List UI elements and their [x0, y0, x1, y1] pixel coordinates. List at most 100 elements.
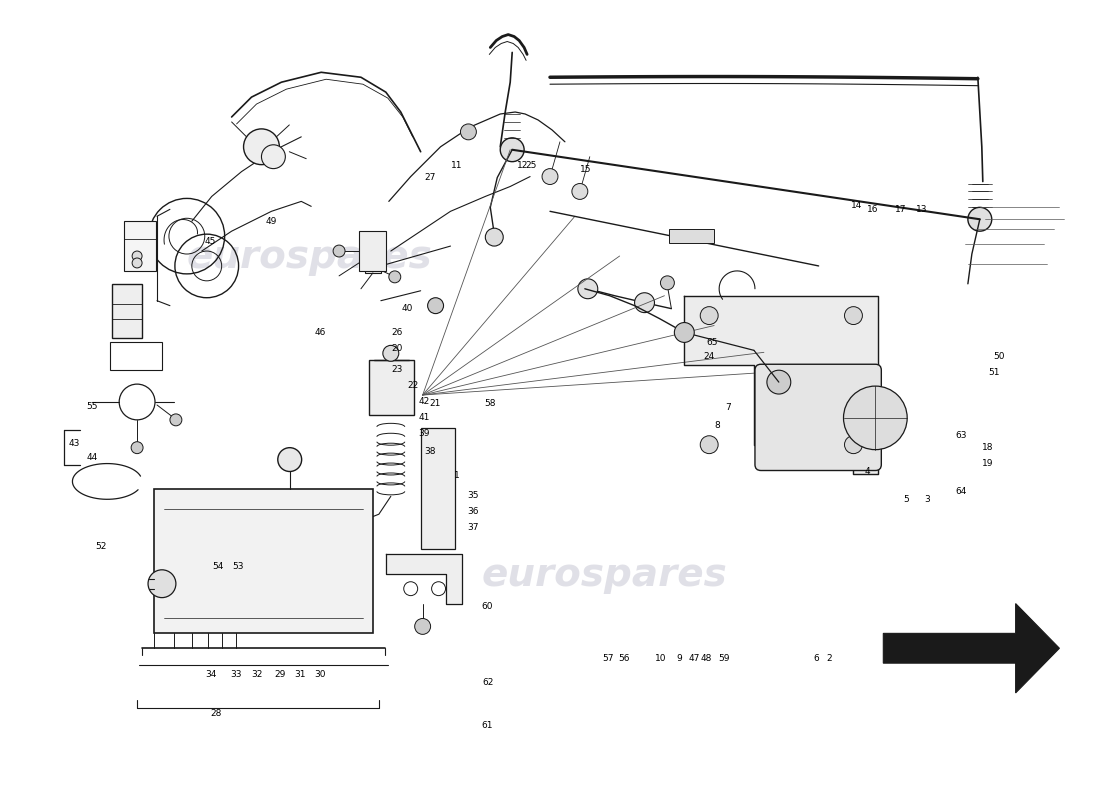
- Text: 48: 48: [701, 654, 712, 662]
- Circle shape: [428, 298, 443, 314]
- Text: 8: 8: [715, 421, 720, 430]
- Text: 6: 6: [813, 654, 818, 662]
- Text: 36: 36: [468, 506, 480, 516]
- Circle shape: [169, 414, 182, 426]
- Circle shape: [262, 145, 285, 169]
- Circle shape: [131, 442, 143, 454]
- Text: 20: 20: [392, 344, 403, 353]
- Text: 25: 25: [526, 161, 537, 170]
- Text: 39: 39: [418, 429, 430, 438]
- Text: 3: 3: [925, 495, 931, 504]
- Text: 22: 22: [408, 381, 419, 390]
- Text: 17: 17: [894, 205, 906, 214]
- Text: 5: 5: [903, 495, 909, 504]
- Polygon shape: [386, 554, 462, 603]
- Circle shape: [572, 183, 587, 199]
- FancyBboxPatch shape: [755, 364, 881, 470]
- Text: 59: 59: [718, 654, 729, 662]
- Circle shape: [701, 306, 718, 325]
- Text: 38: 38: [424, 447, 436, 456]
- Circle shape: [844, 386, 908, 450]
- Text: 35: 35: [468, 491, 480, 500]
- Bar: [110, 342, 162, 370]
- Text: 18: 18: [982, 443, 993, 452]
- Circle shape: [132, 251, 142, 261]
- Text: 47: 47: [689, 654, 701, 662]
- Text: 30: 30: [315, 670, 326, 678]
- Circle shape: [243, 129, 279, 165]
- Text: 10: 10: [654, 654, 667, 662]
- Bar: [365, 251, 381, 273]
- Bar: [154, 490, 373, 634]
- Text: 21: 21: [429, 399, 441, 409]
- Text: 55: 55: [87, 402, 98, 411]
- Circle shape: [701, 436, 718, 454]
- Circle shape: [660, 276, 674, 290]
- Text: 29: 29: [274, 670, 285, 678]
- Text: 40: 40: [402, 304, 414, 313]
- Circle shape: [674, 322, 694, 342]
- Text: 54: 54: [212, 562, 224, 571]
- Text: 24: 24: [703, 352, 714, 361]
- Text: 65: 65: [706, 338, 717, 347]
- Text: 52: 52: [96, 542, 107, 551]
- Text: 34: 34: [205, 670, 217, 678]
- Text: 33: 33: [230, 670, 242, 678]
- Circle shape: [500, 138, 524, 162]
- Text: 31: 31: [295, 670, 306, 678]
- Text: 62: 62: [482, 678, 493, 686]
- Text: 50: 50: [993, 352, 1004, 361]
- Circle shape: [148, 570, 176, 598]
- Text: 32: 32: [251, 670, 263, 678]
- Bar: [670, 229, 714, 243]
- Bar: [124, 222, 156, 271]
- Text: 11: 11: [451, 161, 463, 170]
- Circle shape: [415, 618, 430, 634]
- Circle shape: [578, 279, 597, 298]
- Text: 58: 58: [484, 399, 496, 409]
- Text: 19: 19: [982, 459, 993, 468]
- Text: 51: 51: [989, 368, 1000, 377]
- Text: 12: 12: [517, 161, 528, 170]
- Text: 23: 23: [392, 366, 403, 374]
- Text: 43: 43: [68, 439, 79, 448]
- Text: eurospares: eurospares: [482, 556, 727, 594]
- Polygon shape: [883, 603, 1059, 693]
- Circle shape: [845, 306, 862, 325]
- Text: 13: 13: [916, 205, 928, 214]
- Text: 41: 41: [418, 413, 430, 422]
- Text: 60: 60: [482, 602, 494, 611]
- Text: 27: 27: [424, 173, 436, 182]
- Text: 7: 7: [726, 403, 732, 413]
- Bar: [359, 231, 386, 271]
- Polygon shape: [684, 296, 878, 474]
- Circle shape: [845, 436, 862, 454]
- Text: 45: 45: [205, 237, 217, 246]
- Circle shape: [542, 169, 558, 185]
- Text: 2: 2: [826, 654, 832, 662]
- Bar: [112, 284, 142, 338]
- Text: 26: 26: [392, 328, 403, 337]
- Text: 46: 46: [315, 328, 326, 337]
- Text: 63: 63: [956, 431, 967, 440]
- Text: 15: 15: [581, 165, 592, 174]
- Text: 16: 16: [867, 205, 879, 214]
- Circle shape: [767, 370, 791, 394]
- Text: 53: 53: [232, 562, 244, 571]
- Circle shape: [132, 258, 142, 268]
- Bar: [368, 360, 414, 415]
- Circle shape: [278, 448, 301, 471]
- Text: 42: 42: [418, 397, 430, 406]
- Circle shape: [333, 245, 345, 257]
- Circle shape: [383, 346, 399, 362]
- Text: 28: 28: [210, 710, 222, 718]
- Text: 57: 57: [603, 654, 614, 662]
- Text: 4: 4: [865, 467, 870, 476]
- Text: 64: 64: [956, 487, 967, 496]
- Text: 61: 61: [482, 722, 494, 730]
- Text: eurospares: eurospares: [186, 238, 432, 276]
- Bar: [420, 428, 455, 549]
- Text: 9: 9: [676, 654, 682, 662]
- Circle shape: [968, 207, 992, 231]
- Circle shape: [461, 124, 476, 140]
